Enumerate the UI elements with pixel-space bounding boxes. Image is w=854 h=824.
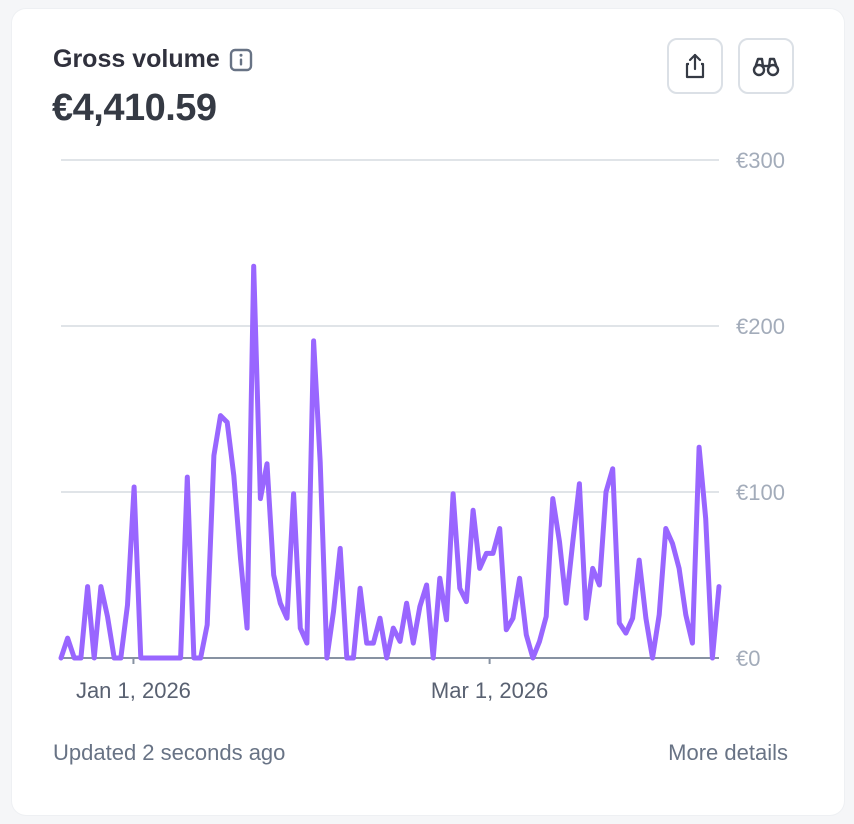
y-tick-label: €300 <box>736 148 785 173</box>
binoculars-icon <box>752 57 780 77</box>
x-tick-label: Mar 1, 2026 <box>431 678 548 703</box>
y-tick-label: €200 <box>736 314 785 339</box>
y-tick-label: €100 <box>736 480 785 505</box>
series-line <box>58 263 722 661</box>
updated-status: Updated 2 seconds ago <box>53 740 286 765</box>
gross-volume-amount: €4,410.59 <box>52 87 217 129</box>
more-details-link[interactable]: More details <box>668 740 788 765</box>
share-button[interactable] <box>667 38 723 94</box>
share-icon <box>685 53 705 79</box>
title-row: Gross volume <box>53 45 253 74</box>
gross-volume-card: Gross volume €4,410.59 €0 €100 €200 €300 Jan… <box>12 9 844 815</box>
explore-button[interactable] <box>738 38 794 94</box>
info-icon[interactable] <box>229 48 253 72</box>
x-tick-label: Jan 1, 2026 <box>76 678 191 703</box>
card-title: Gross volume <box>53 45 220 73</box>
gross-volume-chart: €0 €100 €200 €300 Jan 1, 2026 Mar 1, 2026 <box>58 148 785 703</box>
y-tick-label: €0 <box>736 646 760 671</box>
